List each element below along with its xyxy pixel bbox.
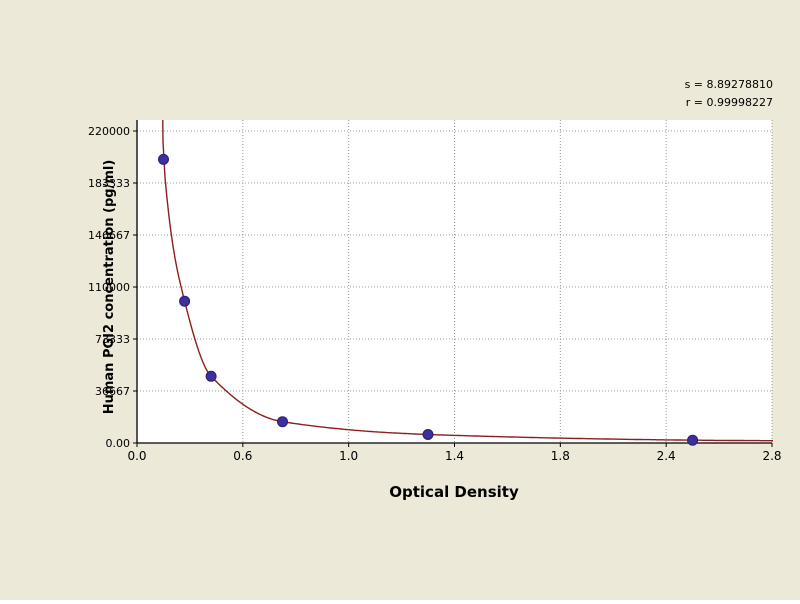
x-tick-label: 1.8 bbox=[551, 449, 570, 463]
y-tick-label: 36667 bbox=[95, 385, 130, 398]
y-axis-title: Human PGI2 concentration (pg/ml) bbox=[102, 160, 117, 415]
y-tick-label: 0.00 bbox=[106, 437, 131, 450]
fit-stat-s: s = 8.89278810 bbox=[685, 78, 773, 91]
y-tick-label: 73333 bbox=[95, 333, 130, 346]
data-point-marker bbox=[205, 370, 217, 382]
plot-dynamic-layer: 0.00 36667 73333 110000 146667 183333 220000 0.… bbox=[88, 120, 782, 463]
data-point-marker bbox=[277, 416, 288, 428]
x-tick-label: 2.4 bbox=[657, 449, 676, 463]
data-points bbox=[158, 153, 699, 446]
x-tick-label: 0.6 bbox=[233, 449, 252, 463]
x-tick-label: 1.0 bbox=[339, 449, 358, 463]
data-point-marker bbox=[422, 429, 434, 440]
tick-labels: 0.00 36667 73333 110000 146667 183333 220000 0.… bbox=[88, 125, 782, 463]
x-tick-label: 2.8 bbox=[762, 449, 781, 463]
fit-stat-r: r = 0.99998227 bbox=[686, 96, 773, 109]
x-tick-label: 0.0 bbox=[127, 449, 146, 463]
x-axis-title: Optical Density bbox=[389, 483, 519, 501]
data-point-marker bbox=[158, 153, 169, 165]
x-tick-label: 1.4 bbox=[445, 449, 464, 463]
y-tick-label: 220000 bbox=[88, 125, 130, 138]
plot-area-background bbox=[137, 120, 772, 443]
y-tick-label: 146667 bbox=[88, 229, 130, 242]
y-tick-label: 183333 bbox=[88, 177, 130, 190]
data-point-marker bbox=[179, 295, 191, 307]
data-point-marker bbox=[687, 434, 699, 446]
axes bbox=[133, 120, 773, 447]
y-tick-label: 110000 bbox=[88, 281, 130, 294]
